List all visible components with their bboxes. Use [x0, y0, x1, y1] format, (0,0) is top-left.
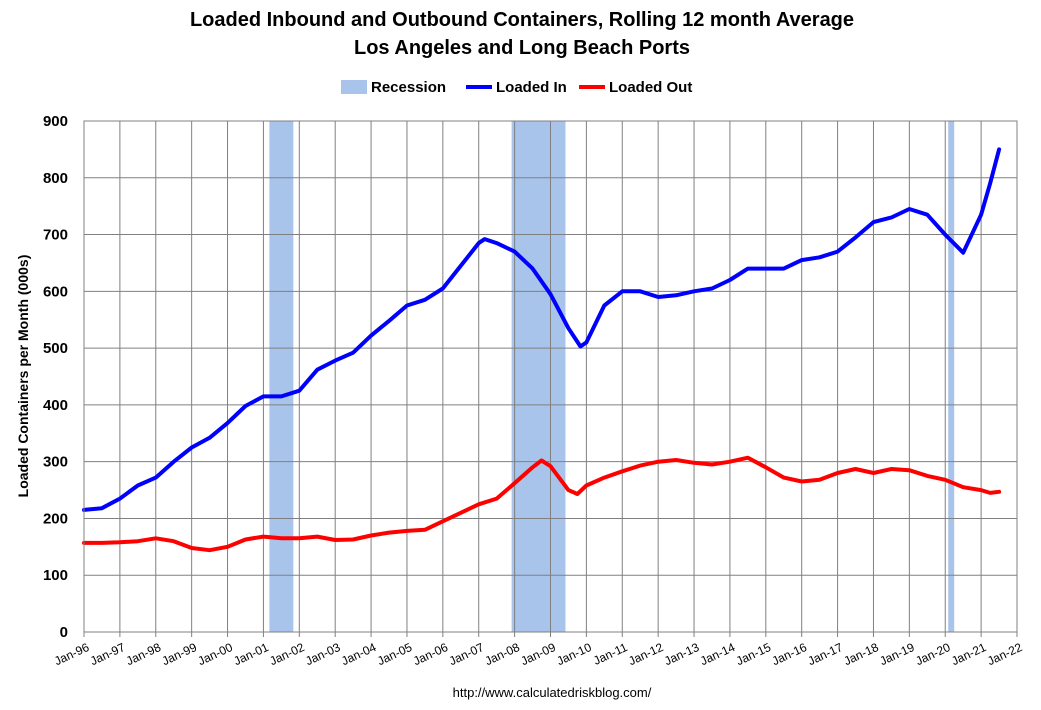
x-tick-label: Jan-22	[985, 640, 1024, 668]
chart-title: Loaded Inbound and Outbound Containers, …	[190, 9, 854, 31]
y-tick-label: 800	[43, 170, 68, 187]
x-tick-label: Jan-00	[196, 640, 235, 668]
x-tick-label: Jan-09	[519, 640, 558, 668]
x-tick-label: Jan-03	[303, 640, 342, 668]
x-tick-label: Jan-16	[770, 640, 809, 668]
x-tick-label: Jan-17	[806, 640, 845, 668]
y-tick-label: 700	[43, 227, 68, 244]
y-tick-label: 500	[43, 340, 68, 357]
series-line-loaded-out	[82, 455, 1002, 553]
recession-band-2	[948, 121, 955, 632]
x-tick-label: Jan-08	[483, 640, 522, 668]
legend-label: Loaded Out	[609, 79, 692, 96]
x-tick-label: Jan-97	[88, 640, 127, 668]
x-tick-label: Jan-20	[913, 640, 952, 668]
series-line-loaded-in	[82, 147, 1002, 512]
x-tick-label: Jan-13	[662, 640, 701, 668]
recession-band-1	[511, 121, 566, 632]
y-tick-label: 300	[43, 454, 68, 471]
recession-bands	[269, 121, 955, 632]
x-tick-label: Jan-15	[734, 640, 773, 668]
legend-item-recession: Recession	[341, 79, 446, 96]
plot-area	[82, 120, 1018, 633]
series-lines	[82, 147, 1002, 553]
x-tick-label: Jan-06	[411, 640, 450, 668]
legend-item-loaded-in: Loaded In	[466, 79, 567, 96]
y-tick-label: 200	[43, 510, 68, 527]
chart-subtitle: Los Angeles and Long Beach Ports	[354, 37, 690, 59]
recession-band-0	[269, 121, 294, 632]
x-tick-label: Jan-04	[339, 640, 378, 668]
x-tick-label: Jan-07	[447, 640, 486, 668]
x-tick-label: Jan-14	[698, 640, 737, 668]
y-axis-label: Loaded Containers per Month (000s)	[15, 255, 31, 498]
x-tick-label: Jan-11	[591, 640, 630, 668]
x-tick-label: Jan-21	[949, 640, 988, 668]
y-tick-label: 900	[43, 113, 68, 130]
x-tick-label: Jan-12	[626, 640, 665, 668]
grid-lines	[83, 120, 1018, 633]
x-tick-label: Jan-98	[124, 640, 163, 668]
x-tick-label: Jan-19	[877, 640, 916, 668]
x-tick-label: Jan-02	[267, 640, 306, 668]
y-tick-label: 0	[60, 624, 68, 641]
x-tick-label: Jan-01	[232, 640, 271, 668]
legend-label: Loaded In	[496, 79, 567, 96]
y-tick-label: 600	[43, 283, 68, 300]
y-tick-label: 400	[43, 397, 68, 414]
x-tick-label: Jan-10	[554, 640, 593, 668]
x-tick-label: Jan-05	[375, 640, 414, 668]
legend-item-loaded-out: Loaded Out	[579, 79, 692, 96]
y-axis: 0 100 200 300 400 500 600 700 800 900	[43, 113, 68, 641]
legend-swatch	[341, 80, 367, 94]
y-tick-label: 100	[43, 567, 68, 584]
legend: Recession Loaded In Loaded Out	[341, 79, 692, 96]
x-tick-label: Jan-99	[160, 640, 199, 668]
legend-label: Recession	[371, 79, 446, 96]
source-note: http://www.calculatedriskblog.com/	[453, 685, 652, 700]
x-tick-label: Jan-18	[842, 640, 881, 668]
x-tick-label: Jan-96	[52, 640, 91, 668]
x-axis: Jan-96Jan-97Jan-98Jan-99Jan-00Jan-01Jan-…	[52, 632, 1025, 668]
